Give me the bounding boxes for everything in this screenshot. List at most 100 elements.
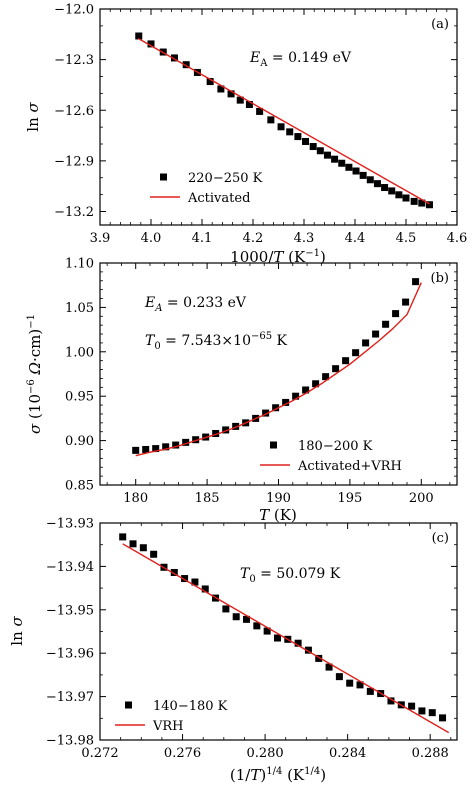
chart-panel-a: 3.9 4.0 4.1 4.2 4.3 4.4 4.5 4.6 −12.0 −12.3 −12.6 −… — [54, 3, 467, 247]
data-point — [382, 320, 390, 328]
y-tick-label: −13.94 — [46, 560, 94, 575]
fit-line — [135, 282, 422, 457]
x-tick-label: 0.272 — [81, 746, 118, 761]
x-tick-label: 3.9 — [90, 231, 111, 246]
data-point — [253, 622, 261, 630]
data-point — [331, 155, 339, 163]
data-point — [388, 187, 396, 195]
legend-marker — [125, 701, 132, 709]
data-point — [273, 634, 281, 642]
data-point — [372, 330, 380, 338]
y-tick-label: −13.95 — [46, 603, 94, 618]
y-tick-label: −13.96 — [46, 647, 94, 662]
y-axis-label-b: σ (10−6 Ω·cm)−1 — [26, 314, 44, 434]
data-point — [428, 709, 436, 717]
legend-points-label: 180−200 K — [298, 439, 373, 454]
x-tick-label: 0.284 — [329, 746, 366, 761]
data-point — [232, 422, 240, 430]
legend-line-label: Activated+VRH — [297, 459, 402, 474]
data-point — [243, 615, 251, 623]
legend-marker — [270, 441, 277, 449]
data-point — [119, 533, 127, 541]
y-tick-label: 1.10 — [65, 257, 94, 272]
y-axis-label-a: ln σ — [24, 102, 42, 132]
data-point — [135, 32, 143, 40]
data-point — [245, 101, 253, 109]
data-point — [191, 578, 199, 586]
x-tick-label: 0.280 — [246, 746, 283, 761]
annotation-b-1: EA = 0.233 eV — [144, 295, 247, 314]
data-point — [217, 85, 225, 93]
y-tick-label: −13.97 — [46, 690, 94, 705]
data-point — [304, 646, 312, 654]
data-point — [142, 445, 150, 453]
fit-line — [137, 37, 430, 205]
data-point — [316, 147, 324, 155]
data-point — [366, 176, 374, 184]
data-point — [256, 107, 264, 115]
x-tick-label: 195 — [337, 491, 362, 506]
plot-area — [135, 32, 433, 209]
data-point — [315, 654, 323, 662]
x-axis-label-c: (1/T)1/4 (K1/4) — [230, 766, 326, 784]
data-point — [294, 133, 302, 141]
y-axis-label-c: ln σ — [8, 616, 26, 646]
y-tick-label: −12.0 — [54, 3, 94, 18]
data-point — [418, 707, 426, 715]
data-point — [227, 90, 235, 98]
x-tick-label: 4.1 — [192, 231, 213, 246]
data-point — [342, 357, 350, 365]
data-point — [212, 429, 220, 437]
data-point — [263, 627, 271, 635]
data-point — [322, 373, 330, 381]
data-point — [222, 426, 230, 434]
annotation-b-2: T0 = 7.543×10−65 K — [145, 331, 288, 352]
x-tick-label: 190 — [266, 491, 291, 506]
data-point — [267, 116, 275, 124]
data-point — [418, 199, 426, 207]
data-point — [286, 128, 294, 136]
data-point — [408, 702, 416, 710]
y-tick-label: 0.90 — [65, 434, 94, 449]
legend-marker — [160, 173, 167, 181]
data-point — [359, 171, 367, 179]
legend-line-label: Activated — [187, 191, 250, 206]
y-tick-label: −13.93 — [46, 517, 94, 532]
legend-line-label: VRH — [152, 719, 184, 734]
data-point — [346, 679, 354, 687]
x-tick-label: 4.0 — [141, 231, 162, 246]
panel-label: (a) — [431, 17, 449, 32]
data-point — [412, 278, 420, 286]
x-tick-label: 185 — [195, 491, 220, 506]
data-point — [152, 445, 160, 453]
x-tick-label: 0.276 — [164, 746, 201, 761]
data-point — [402, 298, 410, 306]
data-point — [282, 398, 290, 406]
data-point — [381, 184, 389, 192]
x-tick-label: 4.3 — [294, 231, 315, 246]
data-point — [170, 54, 178, 62]
x-tick-label: 4.4 — [345, 231, 366, 246]
data-point — [302, 386, 310, 394]
data-point — [192, 436, 200, 444]
data-point — [356, 681, 364, 689]
annotation-c: T0 = 50.079 K — [240, 566, 341, 585]
x-axis-label-a: 1000/T (K−1) — [230, 248, 326, 266]
data-point — [402, 194, 410, 202]
legend-points-label: 140−180 K — [153, 699, 228, 714]
x-tick-label: 180 — [123, 491, 148, 506]
data-point — [147, 40, 155, 48]
x-tick-label: 4.6 — [447, 231, 468, 246]
y-tick-label: −12.9 — [54, 154, 94, 169]
data-point — [332, 365, 340, 373]
data-point — [182, 438, 190, 446]
data-point — [362, 339, 370, 347]
data-point — [222, 605, 230, 613]
data-point — [272, 404, 280, 412]
y-tick-label: −13.2 — [54, 205, 94, 220]
plot-area — [132, 278, 422, 457]
data-point — [236, 96, 244, 104]
y-tick-label: 0.85 — [65, 479, 94, 494]
data-point — [294, 639, 302, 647]
